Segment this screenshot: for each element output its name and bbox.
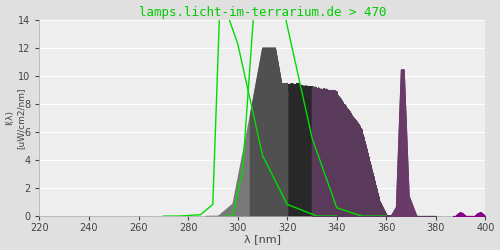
X-axis label: λ [nm]: λ [nm] bbox=[244, 234, 281, 244]
Title: lamps.licht-im-terrarium.de > 470: lamps.licht-im-terrarium.de > 470 bbox=[138, 6, 386, 18]
Y-axis label: I(λ)
[uW/cm2/nm]: I(λ) [uW/cm2/nm] bbox=[6, 87, 25, 149]
